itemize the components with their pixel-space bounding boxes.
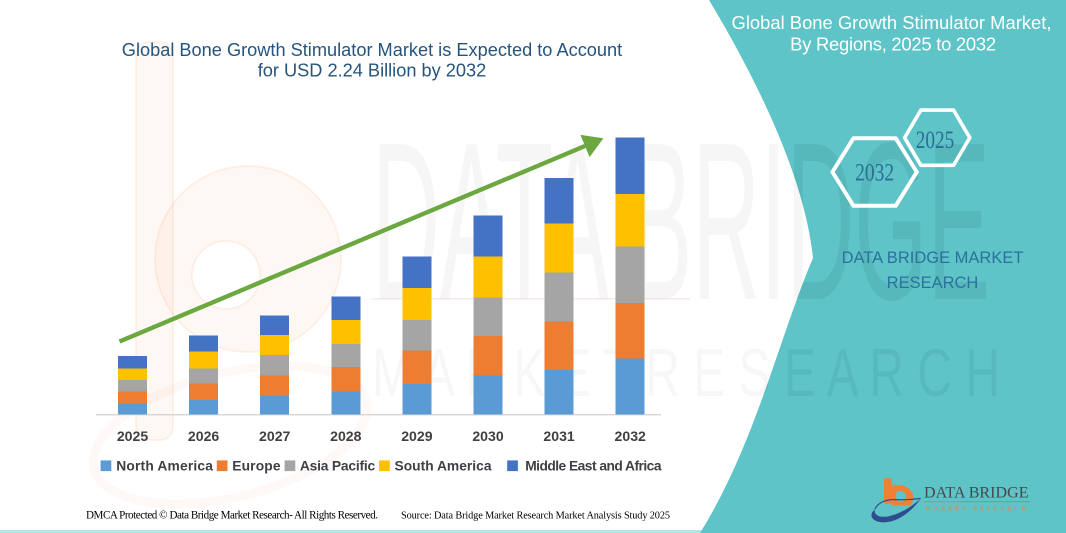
svg-text:South America: South America <box>395 458 492 473</box>
svg-text:2025: 2025 <box>916 127 955 154</box>
svg-text:Middle East and Africa: Middle East and Africa <box>525 458 662 473</box>
svg-text:2032: 2032 <box>615 428 647 444</box>
svg-text:2031: 2031 <box>543 428 575 444</box>
svg-text:MARKET RESEARCH: MARKET RESEARCH <box>925 506 1029 513</box>
svg-text:2029: 2029 <box>401 428 433 444</box>
svg-text:Source: Data Bridge Market Res: Source: Data Bridge Market Research Mark… <box>401 510 670 521</box>
svg-text:Europe: Europe <box>232 458 281 473</box>
svg-text:2028: 2028 <box>330 428 362 444</box>
svg-text:Global Bone Growth Stimulator: Global Bone Growth Stimulator Market, <box>732 12 1052 33</box>
svg-text:2032: 2032 <box>855 160 894 187</box>
svg-text:2030: 2030 <box>472 428 504 444</box>
svg-text:Global Bone Growth Stimulator: Global Bone Growth Stimulator Market is … <box>122 40 622 60</box>
svg-text:DATA BRIDGE: DATA BRIDGE <box>924 485 1029 502</box>
svg-text:RESEARCH: RESEARCH <box>887 274 979 292</box>
svg-text:North America: North America <box>116 458 213 473</box>
svg-text:2026: 2026 <box>188 428 220 444</box>
svg-text:for USD 2.24 Billion by 2032: for USD 2.24 Billion by 2032 <box>258 60 486 80</box>
svg-text:DMCA Protected © Data Bridge M: DMCA Protected © Data Bridge Market Rese… <box>86 509 378 521</box>
svg-text:2027: 2027 <box>259 428 291 444</box>
svg-text:2025: 2025 <box>117 428 149 444</box>
svg-text:Asia Pacific: Asia Pacific <box>300 458 376 473</box>
svg-text:By Regions, 2025 to 2032: By Regions, 2025 to 2032 <box>790 34 996 55</box>
svg-text:DATA BRIDGE MARKET: DATA BRIDGE MARKET <box>842 249 1024 267</box>
